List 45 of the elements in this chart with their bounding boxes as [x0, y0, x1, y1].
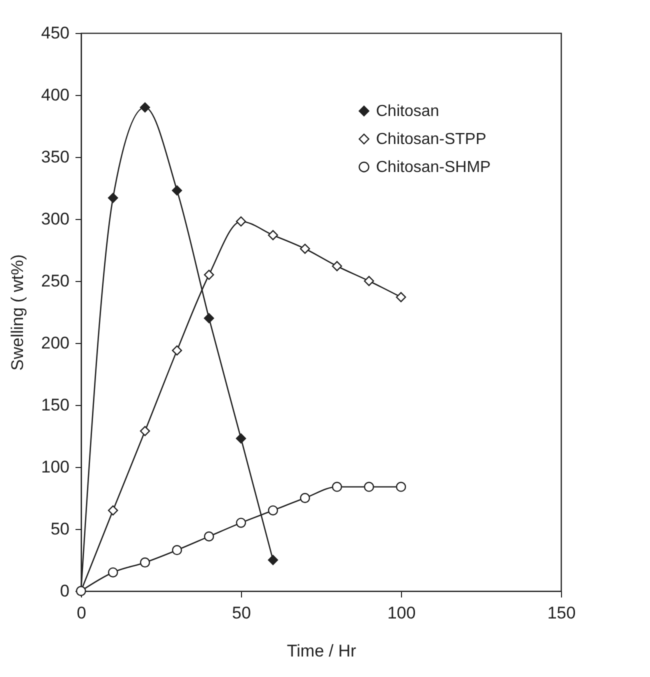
- y-tick-label: 150: [41, 396, 70, 414]
- point: [204, 313, 214, 324]
- point: [236, 433, 246, 444]
- y-tick-label: 100: [41, 458, 70, 476]
- y-tick-label: 200: [41, 334, 70, 352]
- x-tick-label: 100: [387, 604, 416, 622]
- point: [364, 276, 374, 286]
- legend-label: Chitosan-SHMP: [376, 159, 491, 176]
- point: [204, 270, 214, 280]
- point: [396, 292, 406, 302]
- point: [108, 192, 118, 203]
- point: [172, 185, 182, 196]
- y-axis-title: Swelling ( wt%): [8, 254, 28, 371]
- x-axis-title: Time / Hr: [286, 642, 356, 660]
- point: [172, 545, 182, 556]
- point: [140, 102, 150, 112]
- y-tick-label: 450: [41, 24, 70, 42]
- x-tick-label: 150: [547, 604, 576, 622]
- y-tick-label: 400: [41, 86, 70, 104]
- point: [332, 482, 342, 492]
- point: [108, 505, 118, 516]
- y-tick-label: 300: [41, 210, 70, 228]
- point: [108, 567, 118, 578]
- point: [268, 230, 278, 240]
- y-tick-label: 50: [50, 520, 70, 538]
- point: [172, 345, 182, 356]
- x-tick-label: 50: [232, 604, 251, 622]
- y-tick-label: 0: [60, 582, 70, 600]
- point: [204, 531, 214, 542]
- point: [236, 216, 246, 227]
- legend-label: Chitosan: [376, 103, 440, 120]
- point: [300, 244, 310, 254]
- point: [332, 261, 342, 272]
- point: [268, 554, 278, 566]
- x-tick-label: 0: [76, 604, 86, 622]
- point: [300, 492, 310, 504]
- point: [268, 505, 278, 516]
- point: [396, 482, 406, 492]
- point: [140, 557, 150, 568]
- y-tick-label: 350: [41, 148, 70, 166]
- point: [236, 518, 246, 528]
- point: [364, 482, 374, 492]
- y-tick-label: 250: [41, 272, 70, 290]
- legend-label: Chitosan-STPP: [376, 131, 486, 148]
- point: [140, 426, 150, 436]
